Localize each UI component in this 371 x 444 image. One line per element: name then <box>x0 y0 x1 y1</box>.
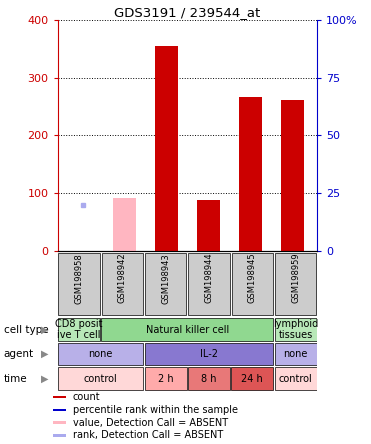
Text: rank, Detection Call = ABSENT: rank, Detection Call = ABSENT <box>73 430 223 440</box>
Bar <box>155 46 178 251</box>
Bar <box>53 396 66 398</box>
Bar <box>58 253 100 315</box>
Bar <box>188 253 230 315</box>
Text: ▶: ▶ <box>41 373 48 384</box>
Text: GSM198942: GSM198942 <box>118 253 127 304</box>
Bar <box>102 253 143 315</box>
Bar <box>275 343 316 365</box>
Text: Natural killer cell: Natural killer cell <box>146 325 229 335</box>
Text: agent: agent <box>4 349 34 359</box>
Bar <box>58 367 144 390</box>
Text: GSM198943: GSM198943 <box>161 253 170 304</box>
Text: GSM198958: GSM198958 <box>75 253 83 304</box>
Bar <box>53 408 66 411</box>
Text: value, Detection Call = ABSENT: value, Detection Call = ABSENT <box>73 418 228 428</box>
Bar <box>53 434 66 436</box>
Title: GDS3191 / 239544_at: GDS3191 / 239544_at <box>114 6 260 19</box>
Bar <box>239 97 262 251</box>
Text: 8 h: 8 h <box>201 373 217 384</box>
Bar <box>232 253 273 315</box>
Text: 24 h: 24 h <box>242 373 263 384</box>
Text: time: time <box>4 373 27 384</box>
Bar <box>145 343 273 365</box>
Bar <box>58 318 100 341</box>
Bar <box>58 343 144 365</box>
Bar <box>145 367 187 390</box>
Bar <box>231 367 273 390</box>
Bar <box>113 198 136 251</box>
Text: control: control <box>84 373 118 384</box>
Text: CD8 posit
ive T cell: CD8 posit ive T cell <box>55 319 103 341</box>
Text: GSM198944: GSM198944 <box>204 253 213 304</box>
Bar <box>275 253 316 315</box>
Text: IL-2: IL-2 <box>200 349 218 359</box>
Text: count: count <box>73 392 100 402</box>
Bar <box>275 367 316 390</box>
Text: GSM198945: GSM198945 <box>248 253 257 304</box>
Text: control: control <box>279 373 312 384</box>
Text: lymphoid
tissues: lymphoid tissues <box>273 319 318 341</box>
Bar <box>280 99 303 251</box>
Text: percentile rank within the sample: percentile rank within the sample <box>73 405 237 415</box>
Text: cell type: cell type <box>4 325 48 335</box>
Bar <box>197 200 220 251</box>
Bar <box>145 253 187 315</box>
Bar <box>275 318 316 341</box>
Text: ▶: ▶ <box>41 325 48 335</box>
Text: ▶: ▶ <box>41 349 48 359</box>
Bar <box>101 318 273 341</box>
Bar <box>188 367 230 390</box>
Text: GSM198959: GSM198959 <box>291 253 300 304</box>
Text: none: none <box>283 349 308 359</box>
Text: 2 h: 2 h <box>158 373 174 384</box>
Bar <box>53 421 66 424</box>
Text: none: none <box>89 349 113 359</box>
